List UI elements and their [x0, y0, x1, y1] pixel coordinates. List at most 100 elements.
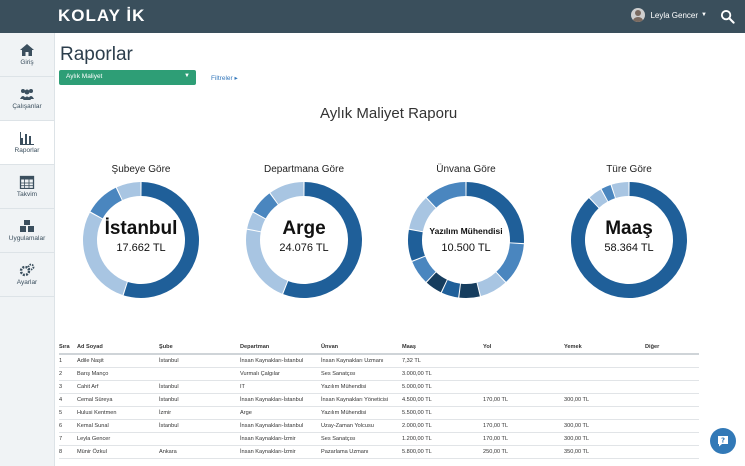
table-cell: 1.200,00 TL: [402, 436, 432, 442]
donut-center-label: İstanbul: [104, 218, 178, 239]
table-cell: 350,00 TL: [564, 449, 590, 455]
donut-slice[interactable]: [611, 182, 629, 199]
table-cell: 2: [59, 371, 63, 377]
table-row[interactable]: 8 Münir Özkul Ankara İnsan Kaynakları-İzmir…: [59, 446, 699, 459]
top-bar: KOLAY İK Leyla Gencer ▼: [0, 0, 745, 33]
chevron-down-icon: ▼: [184, 73, 190, 79]
table-cell: Münir Özkul: [77, 449, 107, 455]
donut-slice[interactable]: [412, 256, 436, 282]
table-row[interactable]: 5 Hulusi Kentmen İzmir Arge Yazılım Mühendis…: [59, 407, 699, 420]
donut-slice[interactable]: [477, 272, 506, 297]
table-cell: 4.500,00 TL: [402, 397, 432, 403]
donut-slice[interactable]: [589, 189, 608, 208]
chart-title: Departmana Göre: [263, 164, 345, 175]
column-header[interactable]: Ad Soyad: [77, 343, 103, 350]
donut-slice[interactable]: [496, 243, 524, 282]
table-cell: Barış Manço: [77, 371, 109, 377]
sidebar-item-uygulamalar[interactable]: Uygulamalar: [0, 209, 54, 253]
table-row[interactable]: 1 Adile Naşit İstanbul İnsan Kaynakları-İst…: [59, 355, 699, 368]
column-header[interactable]: Diğer: [645, 343, 660, 350]
bar-chart-icon: [20, 131, 34, 145]
table-cell: İnsan Kaynakları-İstanbul: [240, 397, 304, 403]
column-header[interactable]: Yemek: [564, 343, 582, 350]
donut-chart: İstanbul 17.662 TL: [81, 180, 201, 300]
table-row[interactable]: 4 Cemal Süreya İstanbul İnsan Kaynakları-İs…: [59, 394, 699, 407]
table-cell: Hulusi Kentmen: [77, 410, 117, 416]
column-header[interactable]: Ünvan: [321, 343, 339, 350]
table-cell: 170,00 TL: [483, 397, 509, 403]
chart-by-type: Türe Göre Maaş 58.364 TL: [559, 164, 699, 300]
column-header[interactable]: Şube: [159, 343, 173, 350]
sidebar-item-takvim[interactable]: Takvim: [0, 165, 54, 209]
table-cell: Leyla Gencer: [77, 436, 111, 442]
donut-slice[interactable]: [409, 198, 436, 232]
table-row[interactable]: 2 Barış Manço Vurmalı Çalgılar Ses Sanatçıs…: [59, 368, 699, 381]
table-cell: Uzay-Zaman Yolcusu: [321, 423, 374, 429]
table-cell: 300,00 TL: [564, 423, 590, 429]
sidebar-item-giris[interactable]: Giriş: [0, 33, 54, 77]
donut-slice[interactable]: [571, 182, 687, 298]
column-header[interactable]: Departman: [240, 343, 270, 350]
search-icon[interactable]: [720, 9, 735, 24]
table-row[interactable]: 7 Leyla Gencer İnsan Kaynakları-İzmir Ses S…: [59, 433, 699, 446]
donut-slice[interactable]: [426, 182, 466, 208]
table-cell: 300,00 TL: [564, 436, 590, 442]
chat-button[interactable]: ?: [710, 428, 736, 454]
table-cell: İnsan Kaynakları Uzmanı: [321, 358, 384, 364]
cost-table: Sıra Ad Soyad Şube Departman Ünvan Maaş …: [59, 340, 699, 459]
table-cell: İstanbul: [159, 397, 179, 403]
donut-slice[interactable]: [601, 185, 615, 202]
table-cell: 3: [59, 384, 63, 390]
donut-center-value: 10.500 TL: [441, 242, 491, 254]
donut-slice[interactable]: [408, 229, 425, 261]
user-menu[interactable]: Leyla Gencer ▼: [631, 8, 707, 22]
column-header[interactable]: Yol: [483, 343, 492, 350]
donut-center-value: 24.076 TL: [279, 242, 329, 254]
sidebar-item-calisanlar[interactable]: Çalışanlar: [0, 77, 54, 121]
table-cell: 170,00 TL: [483, 436, 509, 442]
donut-slice[interactable]: [441, 279, 461, 298]
column-header[interactable]: Sıra: [59, 343, 70, 350]
table-cell: Kemal Sunal: [77, 423, 109, 429]
sidebar-item-label: Raporlar: [14, 146, 40, 154]
donut-slice[interactable]: [466, 182, 524, 244]
donut-slice[interactable]: [270, 182, 304, 205]
table-cell: İnsan Kaynakları-İstanbul: [240, 358, 304, 364]
sidebar-item-label: Takvim: [16, 190, 38, 198]
report-type-select[interactable]: Aylık Maliyet ▼: [59, 70, 196, 85]
donut-slice[interactable]: [283, 182, 362, 298]
sidebar: Giriş Çalışanlar Raporlar Takvim Uygulam…: [0, 33, 55, 466]
sidebar-item-ayarlar[interactable]: Ayarlar: [0, 253, 54, 297]
donut-slice[interactable]: [253, 193, 278, 219]
calendar-icon: [19, 175, 35, 189]
report-title: Aylık Maliyet Raporu: [320, 105, 458, 122]
table-cell: İstanbul: [159, 384, 179, 390]
table-cell: Adile Naşit: [77, 358, 104, 364]
table-cell: İnsan Kaynakları-İzmir: [240, 436, 296, 442]
donut-slice[interactable]: [90, 187, 122, 219]
sidebar-item-label: Ayarlar: [16, 278, 38, 286]
donut-slice[interactable]: [123, 182, 200, 298]
donut-slice[interactable]: [116, 182, 141, 201]
app-logo[interactable]: KOLAY İK: [58, 6, 146, 25]
chart-by-department: Departmana Göre Arge 24.076 TL: [234, 164, 374, 300]
filters-link[interactable]: Filtreler ▸: [211, 75, 238, 82]
donut-center-label: Maaş: [605, 218, 653, 239]
home-icon: [20, 43, 34, 56]
donut-slice[interactable]: [426, 272, 447, 293]
table-row[interactable]: 3 Cahit Arf İstanbul IT Yazılım Mühendisi 5.0…: [59, 381, 699, 394]
sidebar-item-label: Uygulamalar: [8, 234, 46, 242]
table-cell: İstanbul: [159, 358, 179, 364]
chart-title: Türe Göre: [606, 164, 652, 175]
table-row[interactable]: 6 Kemal Sunal İstanbul İnsan Kaynakları-İst…: [59, 420, 699, 433]
table-cell: İzmir: [159, 410, 172, 416]
donut-slice[interactable]: [82, 212, 127, 295]
column-header[interactable]: Maaş: [402, 343, 416, 350]
table-cell: 250,00 TL: [483, 449, 509, 455]
donut-slice[interactable]: [459, 282, 480, 298]
sidebar-item-raporlar[interactable]: Raporlar: [0, 121, 54, 165]
donut-slice[interactable]: [247, 212, 266, 232]
donut-slice[interactable]: [246, 229, 288, 294]
table-cell: İnsan Kaynakları-İzmir: [240, 449, 296, 455]
svg-text:?: ?: [721, 437, 725, 445]
